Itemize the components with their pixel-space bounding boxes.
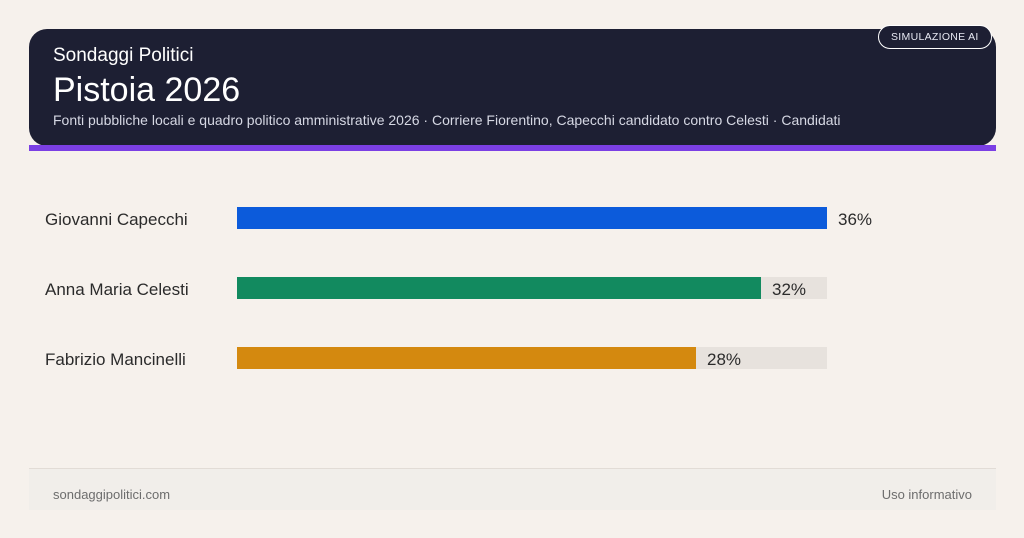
bar-row: Giovanni Capecchi 36% xyxy=(0,207,1024,237)
header-panel: Sondaggi Politici Pistoia 2026 Fonti pub… xyxy=(29,29,996,146)
header-accent-bar xyxy=(29,145,996,151)
bar-row: Fabrizio Mancinelli 28% xyxy=(0,347,1024,377)
value-label: 28% xyxy=(707,350,742,369)
bar xyxy=(237,277,761,299)
footer-site-link[interactable]: sondaggipolitici.com xyxy=(53,487,171,502)
bar-row: Anna Maria Celesti 32% xyxy=(0,277,1024,307)
bar-track xyxy=(237,277,827,299)
category-label: Fabrizio Mancinelli xyxy=(45,350,186,369)
footer-note: Uso informativo xyxy=(881,487,972,502)
bar-chart: Giovanni Capecchi 36% Anna Maria Celesti 32… xyxy=(0,180,1024,400)
value-label: 32% xyxy=(772,280,807,299)
bar-track xyxy=(237,347,827,369)
category-label: Giovanni Capecchi xyxy=(45,210,188,229)
brand-name: Sondaggi Politici xyxy=(53,45,194,66)
simulation-badge: SIMULAZIONE AI xyxy=(878,25,992,49)
sources-line: Fonti pubbliche locali e quadro politico… xyxy=(53,112,841,128)
value-label: 36% xyxy=(838,210,873,229)
bar xyxy=(237,347,696,369)
page-title: Pistoia 2026 xyxy=(53,71,241,109)
category-label: Anna Maria Celesti xyxy=(45,280,189,299)
bar xyxy=(237,207,827,229)
bar-track xyxy=(237,207,827,229)
footer: sondaggipolitici.com Uso informativo xyxy=(29,468,996,510)
